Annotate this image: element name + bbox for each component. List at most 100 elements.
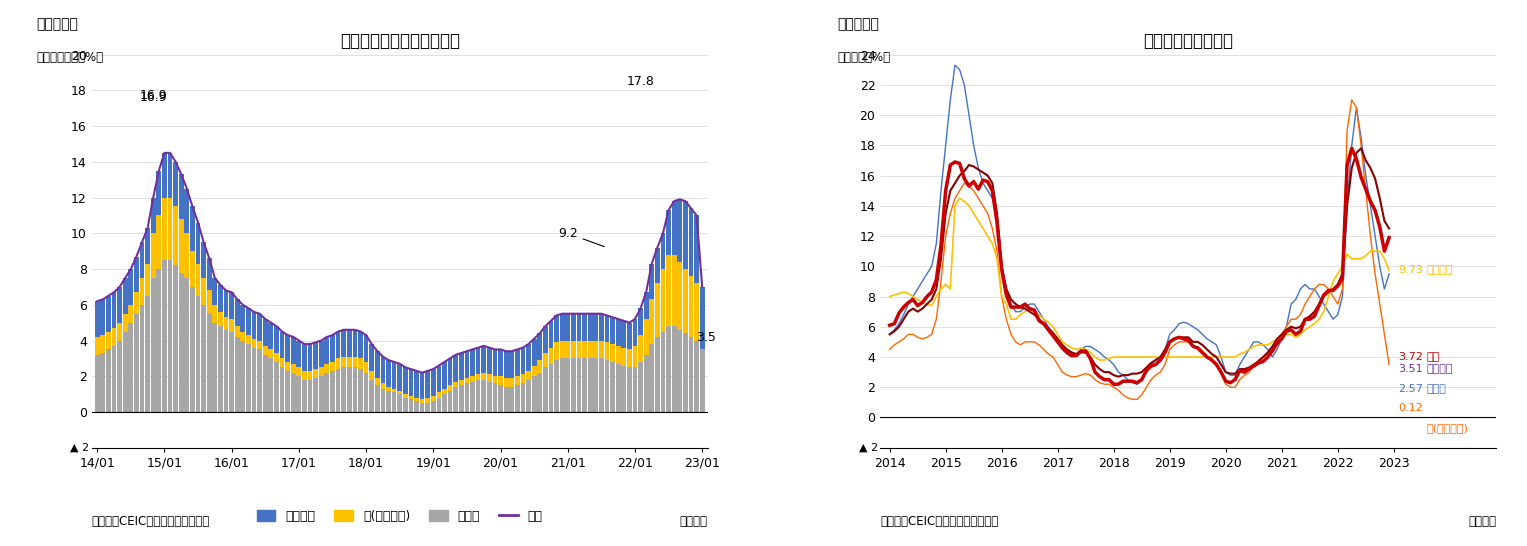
Bar xyxy=(470,382,475,412)
Bar xyxy=(498,376,502,385)
Text: 2.57: 2.57 xyxy=(1399,384,1423,394)
Bar xyxy=(527,371,531,380)
Title: ロシアのインフレ率: ロシアのインフレ率 xyxy=(1144,32,1234,50)
Bar xyxy=(548,321,553,348)
Bar xyxy=(156,216,162,269)
Bar xyxy=(695,341,699,412)
Bar xyxy=(240,331,246,341)
Text: 3.51: 3.51 xyxy=(1399,364,1423,374)
Bar xyxy=(342,357,347,367)
Bar xyxy=(527,380,531,412)
Bar xyxy=(370,371,374,380)
Bar xyxy=(286,371,290,412)
Bar xyxy=(353,330,357,357)
Bar xyxy=(678,330,683,412)
Bar xyxy=(308,344,313,371)
Bar xyxy=(464,378,469,383)
Text: （月次）: （月次） xyxy=(680,514,709,527)
Bar xyxy=(128,269,133,305)
Bar xyxy=(252,348,257,412)
Bar xyxy=(235,337,240,412)
Bar xyxy=(699,349,704,412)
Bar xyxy=(443,362,447,389)
Bar xyxy=(672,201,676,255)
Bar xyxy=(621,348,626,365)
Bar xyxy=(460,380,464,385)
Bar xyxy=(605,360,609,412)
Text: 食料品: 食料品 xyxy=(1426,384,1446,394)
Bar xyxy=(447,390,452,412)
Bar xyxy=(105,349,111,412)
Bar xyxy=(185,278,189,412)
Text: （月次）: （月次） xyxy=(1469,514,1496,527)
Bar xyxy=(615,346,620,364)
Bar xyxy=(279,367,284,412)
Bar xyxy=(212,323,217,412)
Bar xyxy=(122,278,128,314)
Bar xyxy=(515,385,519,412)
Bar xyxy=(330,371,334,412)
Bar xyxy=(325,373,330,412)
Bar xyxy=(223,330,229,412)
Bar xyxy=(638,308,643,335)
Bar xyxy=(476,348,481,375)
Bar xyxy=(273,326,279,353)
Bar xyxy=(134,257,139,292)
Bar xyxy=(151,233,156,278)
Bar xyxy=(151,278,156,412)
Bar xyxy=(599,314,603,341)
Bar xyxy=(582,358,586,412)
Bar xyxy=(122,314,128,331)
Bar xyxy=(145,228,150,264)
Bar xyxy=(538,334,542,360)
Bar xyxy=(206,258,212,290)
Bar xyxy=(330,362,334,371)
Bar xyxy=(414,401,418,412)
Bar xyxy=(510,387,515,412)
Bar xyxy=(269,358,273,412)
Bar xyxy=(386,390,391,412)
Bar xyxy=(252,339,257,348)
Bar xyxy=(128,305,133,323)
Text: 16.9: 16.9 xyxy=(139,91,166,104)
Bar xyxy=(621,321,626,348)
Bar xyxy=(487,382,492,412)
Bar xyxy=(487,375,492,382)
Text: ▲ 2: ▲ 2 xyxy=(70,443,89,453)
Bar xyxy=(189,251,195,287)
Bar xyxy=(347,330,351,357)
Bar xyxy=(655,283,660,337)
Bar xyxy=(111,292,116,328)
Bar xyxy=(460,353,464,380)
Bar xyxy=(403,397,408,412)
Bar xyxy=(594,314,599,341)
Bar xyxy=(156,171,162,216)
Bar xyxy=(544,353,548,367)
Bar xyxy=(437,365,441,393)
Bar xyxy=(544,326,548,353)
Bar xyxy=(392,362,397,389)
Text: 3.72: 3.72 xyxy=(1399,352,1423,361)
Bar xyxy=(605,342,609,360)
Bar xyxy=(510,378,515,387)
Text: 16.9: 16.9 xyxy=(139,90,166,102)
Bar xyxy=(447,385,452,390)
Bar xyxy=(565,341,570,358)
Bar xyxy=(263,355,267,412)
Bar xyxy=(683,269,687,334)
Bar xyxy=(145,296,150,412)
Bar xyxy=(577,358,582,412)
Bar xyxy=(521,375,525,383)
Bar xyxy=(531,339,536,365)
Bar xyxy=(678,199,683,262)
Bar xyxy=(426,371,431,397)
Bar xyxy=(504,351,508,378)
Bar xyxy=(397,364,402,390)
Bar xyxy=(118,341,122,412)
Bar xyxy=(544,367,548,412)
Text: （図表２）: （図表２） xyxy=(837,17,880,31)
Bar xyxy=(240,305,246,331)
Bar xyxy=(464,351,469,378)
Bar xyxy=(308,380,313,412)
Bar xyxy=(695,216,699,283)
